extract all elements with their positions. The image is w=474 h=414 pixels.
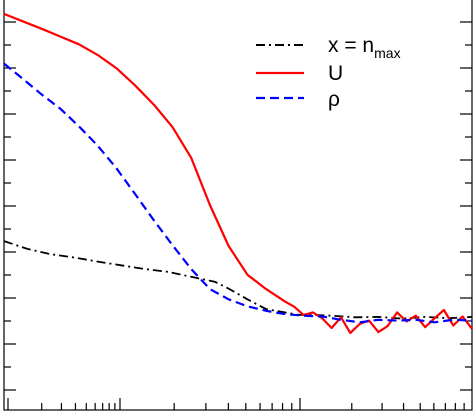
legend-label-u: U <box>328 62 343 85</box>
series-line-2 <box>3 62 473 324</box>
axis-ticks <box>4 21 472 410</box>
legend-label-x-nmax: x = nmax <box>328 34 401 61</box>
series-line-1 <box>3 12 473 334</box>
legend-label-rho: ρ <box>328 88 340 111</box>
chart-legend: x = nmax U ρ <box>256 34 401 111</box>
series-line-0 <box>3 240 473 320</box>
series-lines <box>3 12 473 334</box>
plot-frame <box>3 0 473 411</box>
